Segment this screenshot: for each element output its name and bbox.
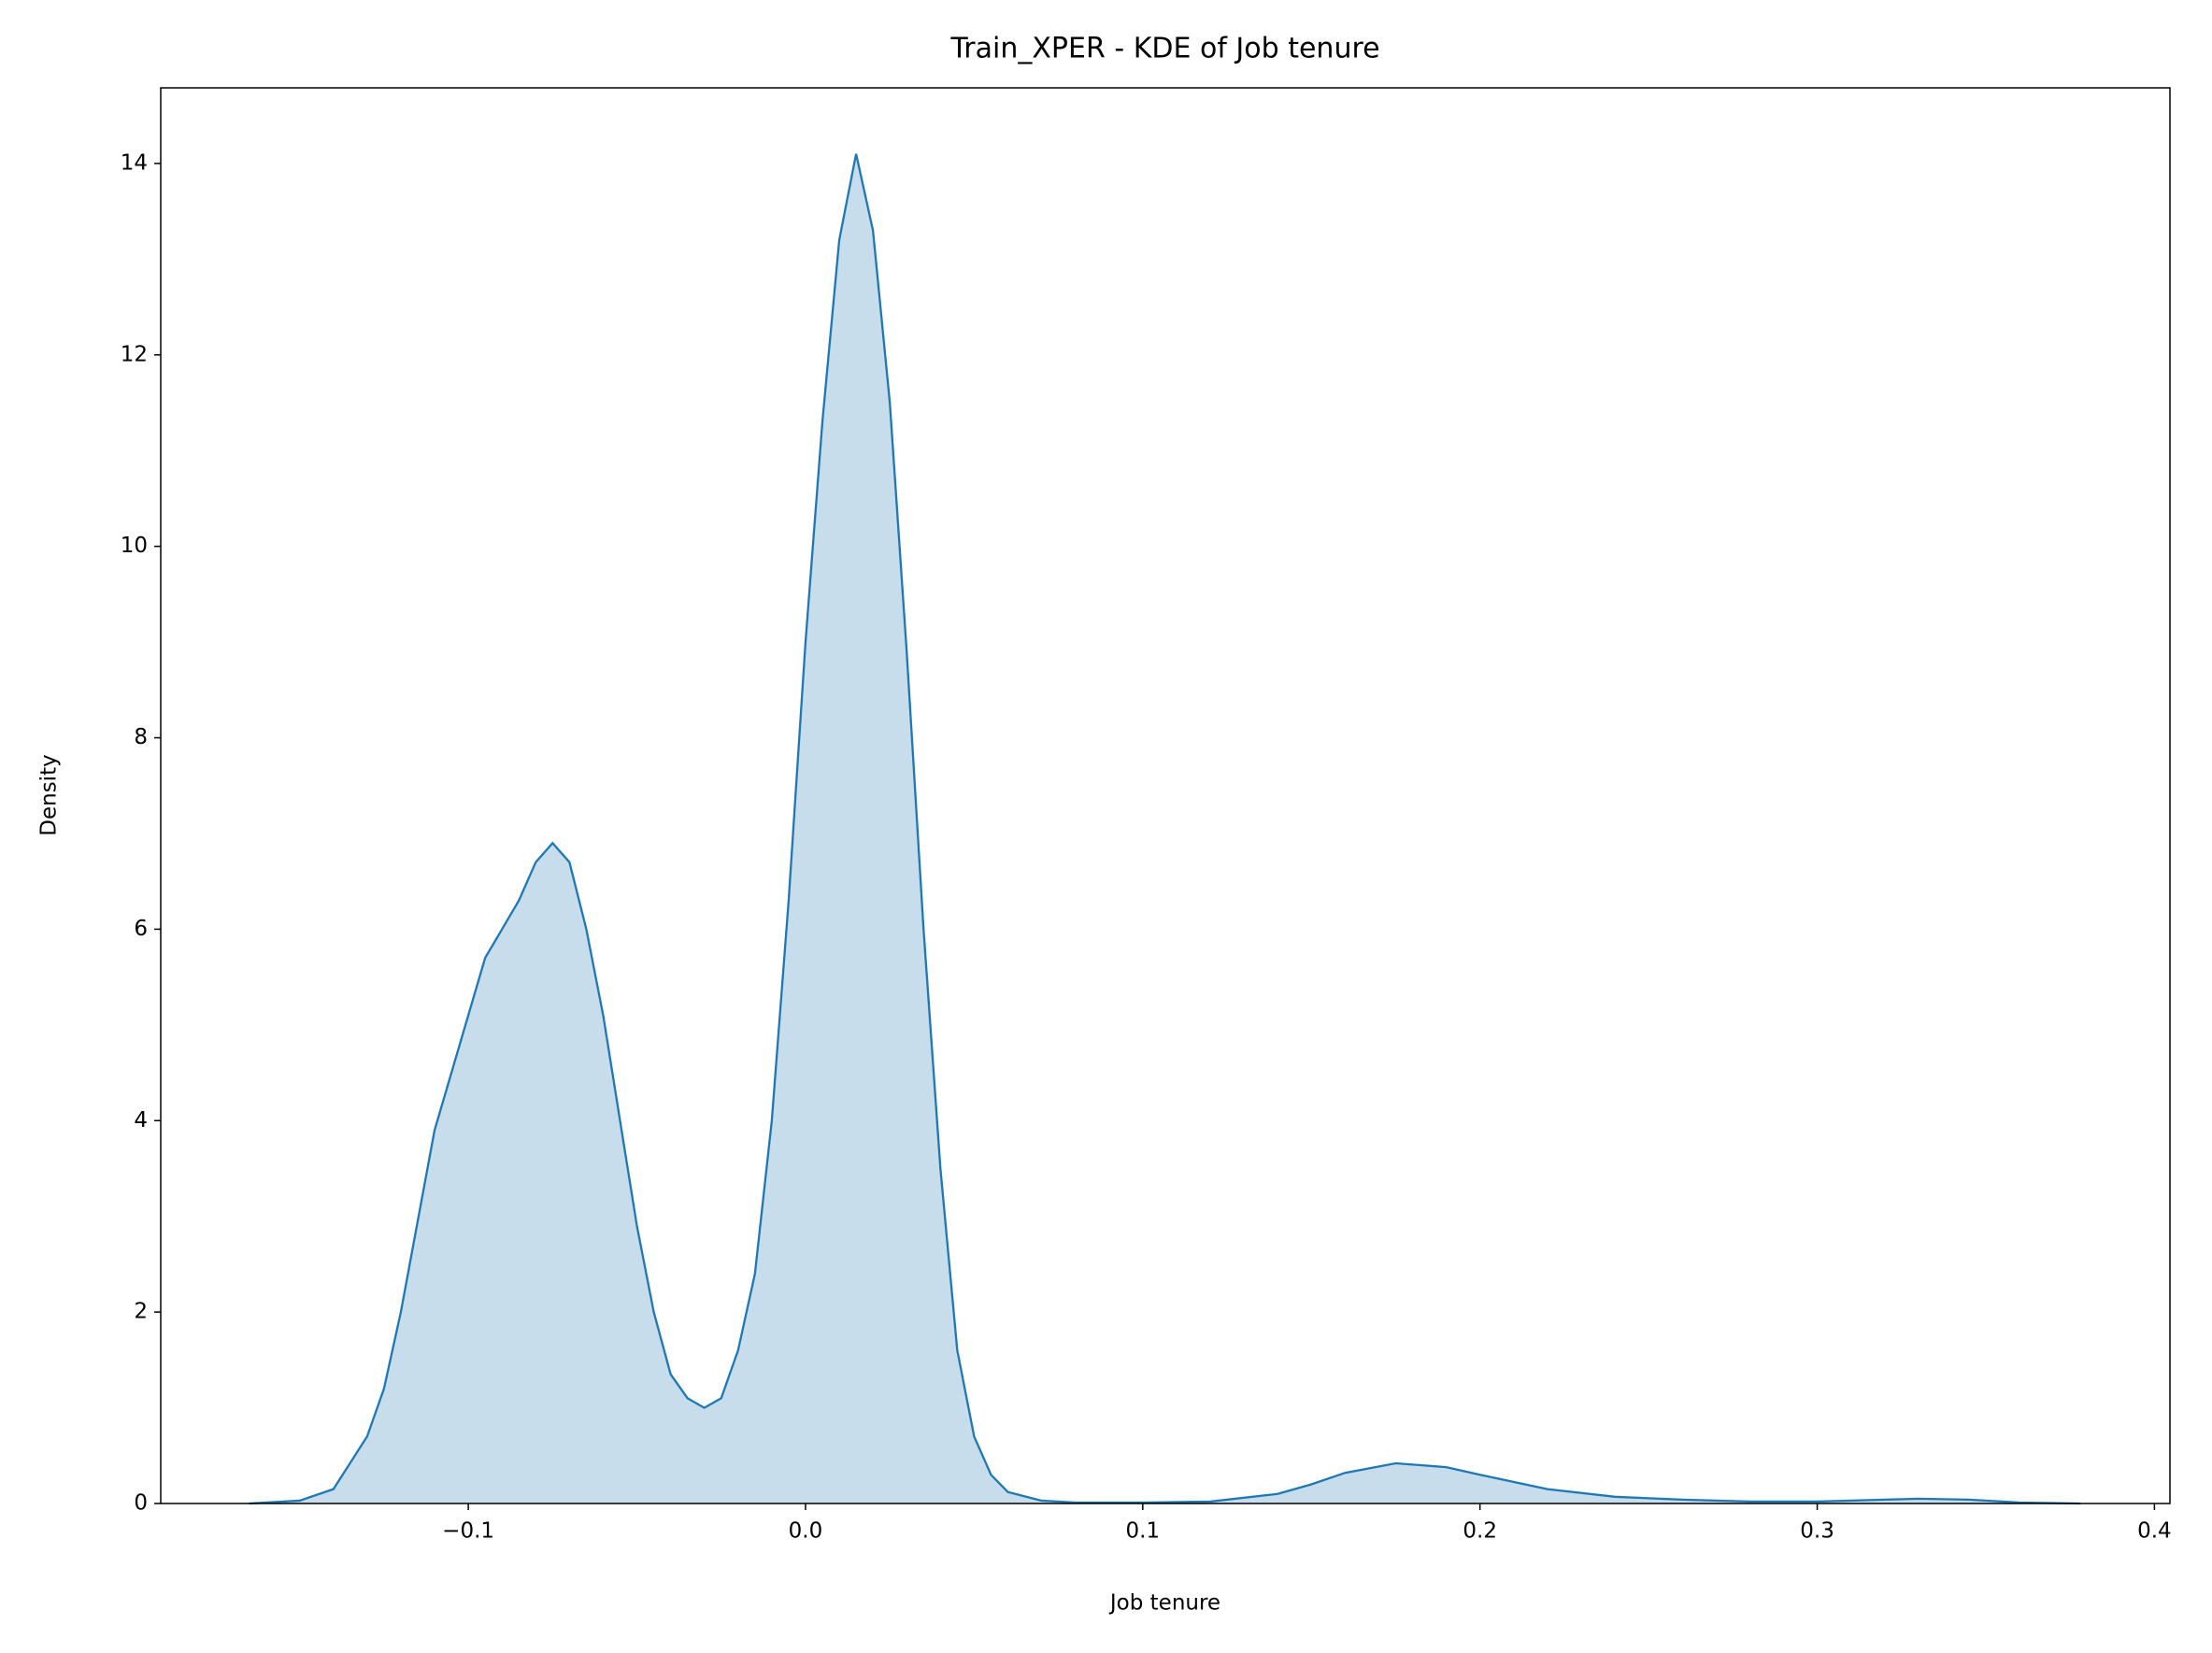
x-tick-label: −0.1 (442, 1519, 494, 1544)
y-tick-label: 10 (121, 534, 148, 558)
y-tick-label: 12 (121, 342, 148, 366)
x-axis-label: Job tenure (1108, 1591, 1220, 1616)
y-axis-label: Density (37, 754, 62, 835)
y-tick-label: 4 (134, 1108, 148, 1133)
chart-title: Train_XPER - KDE of Job tenure (949, 33, 1379, 65)
kde-line (249, 153, 2081, 1505)
y-tick-label: 14 (121, 150, 148, 175)
x-tick-label: 0.0 (789, 1519, 823, 1544)
x-tick-label: 0.4 (2137, 1519, 2172, 1544)
y-tick-label: 0 (134, 1491, 148, 1516)
y-tick-label: 8 (134, 725, 148, 749)
x-tick-label: 0.2 (1463, 1519, 1497, 1544)
y-tick-label: 6 (134, 917, 148, 941)
x-tick-label: 0.3 (1800, 1519, 1834, 1544)
x-tick-label: 0.1 (1126, 1519, 1161, 1544)
plot-frame (160, 87, 2171, 1504)
y-tick-label: 2 (134, 1300, 148, 1324)
kde-area (249, 153, 2081, 1504)
